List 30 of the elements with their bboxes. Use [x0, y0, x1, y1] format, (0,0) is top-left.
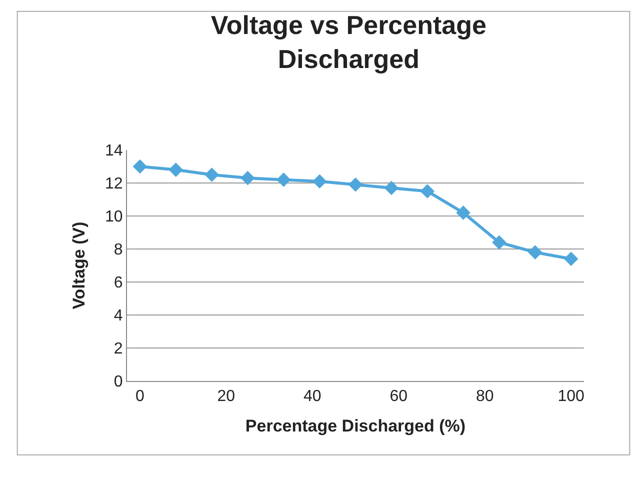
x-tick-label: 60 — [390, 388, 408, 406]
y-tick-label: 0 — [114, 374, 123, 391]
x-tick-label: 40 — [303, 388, 322, 406]
chart-title: Voltage vs Percentage Discharged — [210, 10, 486, 74]
point — [348, 178, 363, 192]
point — [528, 245, 542, 260]
x-tick-label: 20 — [217, 388, 236, 406]
y-tick-label: 2 — [114, 340, 123, 358]
point — [492, 235, 506, 250]
point — [564, 252, 578, 266]
point — [420, 184, 435, 198]
point — [204, 168, 219, 182]
x-tick-label: 100 — [558, 388, 585, 406]
y-tick-label: 14 — [105, 142, 123, 160]
point — [312, 174, 327, 188]
y-tick-label: 8 — [114, 242, 123, 259]
point — [168, 162, 183, 177]
point — [132, 159, 148, 174]
y-tick-label: 12 — [105, 176, 123, 193]
y-tick-label: 10 — [105, 208, 123, 226]
y-tick-label: 4 — [114, 308, 123, 325]
x-axis-title: Percentage Discharged (%) — [245, 416, 466, 436]
point — [240, 170, 255, 186]
point — [384, 180, 399, 196]
point — [456, 206, 470, 220]
y-axis-title: Voltage (V) — [70, 222, 89, 310]
point — [276, 172, 291, 187]
x-tick-label: 0 — [135, 388, 144, 406]
y-tick-label: 6 — [114, 274, 123, 292]
x-tick-label: 80 — [476, 388, 494, 406]
